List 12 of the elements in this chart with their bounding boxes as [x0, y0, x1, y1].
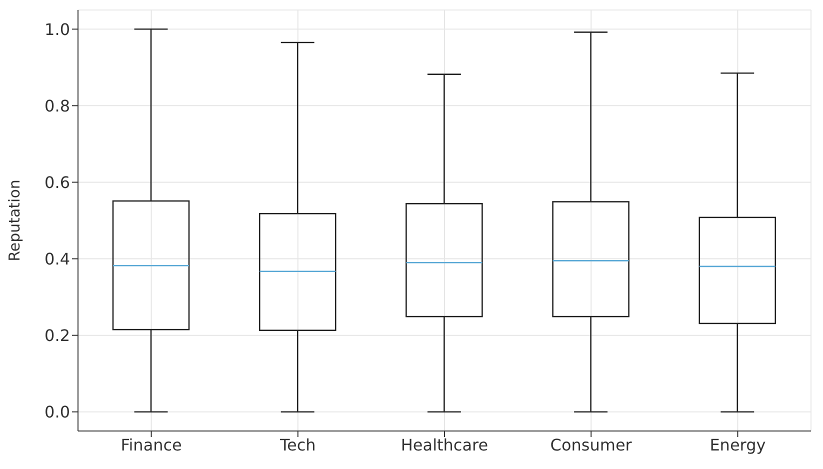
y-tick-label: 1.0	[44, 20, 70, 39]
y-axis-title: Reputation	[5, 180, 24, 262]
x-tick-label: Finance	[120, 435, 182, 454]
x-tick-label: Energy	[710, 435, 766, 454]
y-tick-label: 0.4	[44, 249, 70, 268]
x-tick-label: Healthcare	[400, 435, 488, 454]
x-tick-label: Tech	[278, 435, 316, 454]
y-tick-label: 0.0	[44, 402, 70, 422]
y-tick-label: 0.2	[44, 326, 70, 345]
x-tick-label: Consumer	[550, 435, 632, 454]
y-tick-label: 0.8	[44, 96, 70, 116]
y-tick-label: 0.6	[44, 172, 70, 192]
